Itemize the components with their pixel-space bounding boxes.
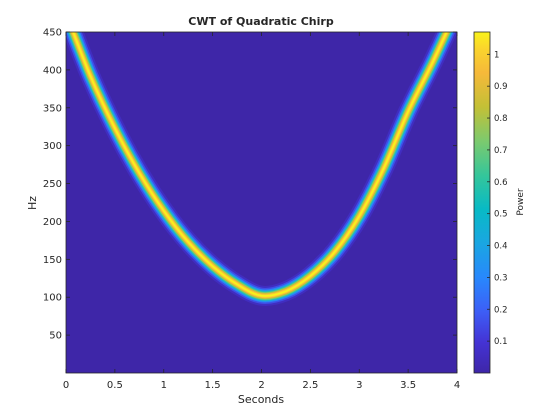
y-axis: 50 100 150 200 250 300 350 400 450 [43,28,457,342]
x-tick-label: 4 [454,380,460,391]
colorbar-tick-label: 1 [494,50,499,60]
x-tick-label: 2 [258,380,264,391]
x-tick-label: 0.5 [107,380,123,391]
colorbar-ticks: 0.1 0.2 0.3 0.4 0.5 0.6 0.7 0.8 0.9 1 [487,50,508,347]
y-tick-label: 350 [43,103,62,114]
ridge-band-9 [72,32,448,297]
y-axis-label: Hz [26,196,39,210]
colorbar-tick-label: 0.8 [494,114,508,124]
y-tick-label: 50 [49,331,62,342]
ridge-layer [66,32,457,306]
y-tick-label: 150 [43,255,62,266]
colorbar-label: Power [516,188,526,216]
plot-area [65,31,458,374]
ridge-group [66,32,457,306]
colorbar-tick-label: 0.6 [494,178,508,188]
x-axis-label: Seconds [238,393,284,406]
x-tick-label: 3.5 [400,380,416,391]
chart-title: CWT of Quadratic Chirp [188,15,334,28]
y-tick-label: 300 [43,141,62,152]
x-tick-label: 2.5 [302,380,318,391]
colorbar-gradient [474,32,490,373]
y-tick-label: 200 [43,217,62,228]
colorbar-tick-label: 0.5 [494,210,508,220]
x-axis: 0 0.5 1 1.5 2 2.5 3 3.5 4 [63,32,460,391]
x-tick-label: 0 [63,380,69,391]
x-tick-label: 1.5 [205,380,221,391]
colorbar-tick-label: 0.2 [494,305,508,315]
colorbar: 0.1 0.2 0.3 0.4 0.5 0.6 0.7 0.8 0.9 1 Power [473,31,526,374]
colorbar-tick-label: 0.1 [494,337,508,347]
colorbar-tick-label: 0.9 [494,82,508,92]
x-tick-label: 3 [356,380,362,391]
colorbar-tick-label: 0.4 [494,242,508,252]
colorbar-border [473,31,491,374]
x-tick-label: 1 [161,380,167,391]
y-tick-label: 250 [43,179,62,190]
y-tick-label: 450 [43,28,62,39]
colorbar-tick-label: 0.7 [494,146,508,156]
y-tick-label: 100 [43,293,62,304]
plot-background [66,32,457,373]
colorbar-tick-label: 0.3 [494,273,508,283]
y-tick-label: 400 [43,65,62,76]
